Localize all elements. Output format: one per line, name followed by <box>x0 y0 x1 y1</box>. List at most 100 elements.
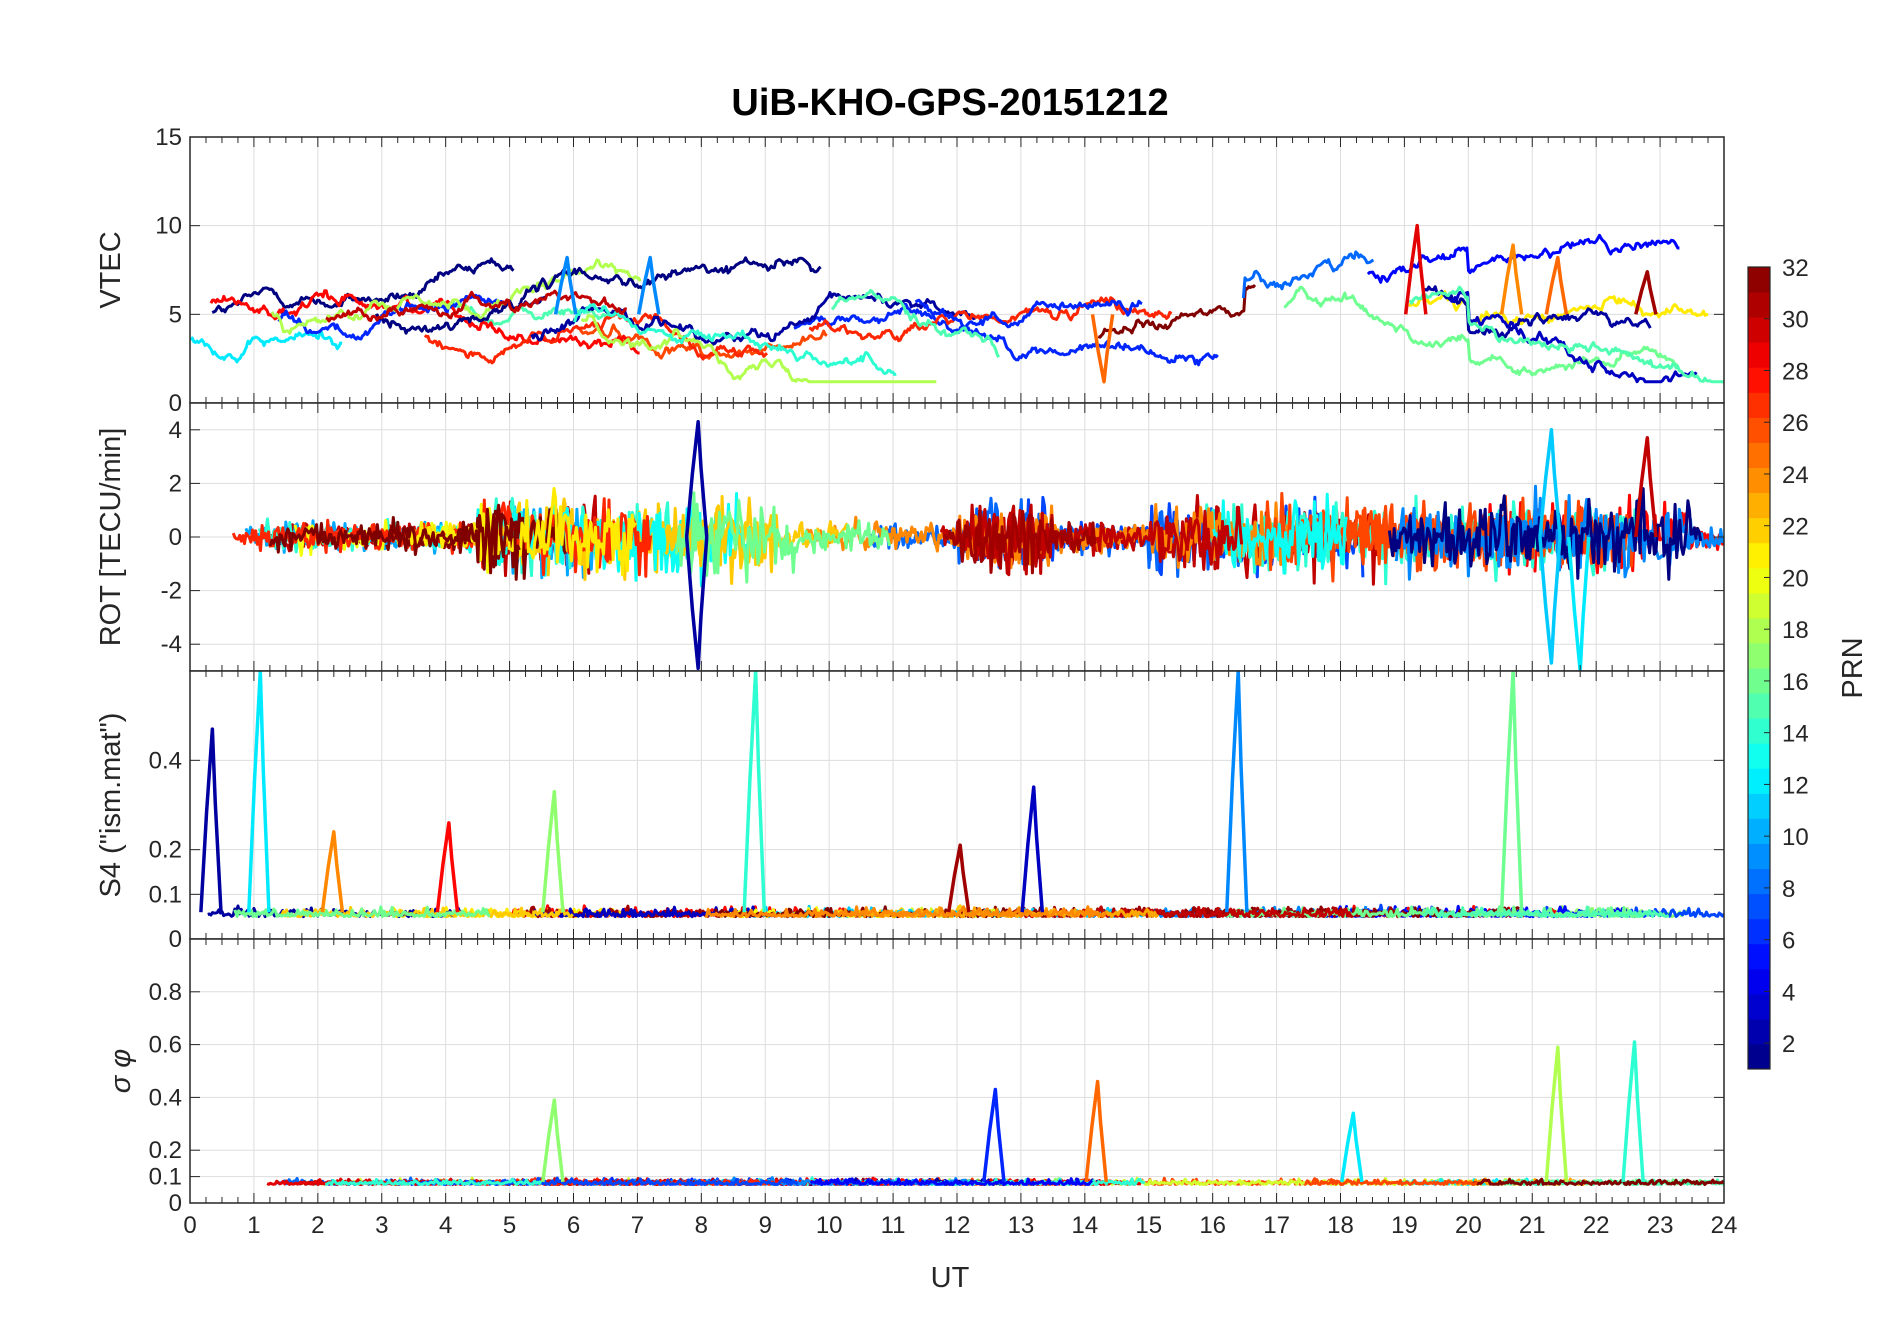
prn-spike <box>684 420 709 538</box>
y-tick-label: 0 <box>169 926 182 953</box>
y-tick-label: 0.2 <box>149 837 182 864</box>
colorbar-swatch <box>1748 367 1770 393</box>
x-tick-label: 22 <box>1583 1212 1610 1239</box>
colorbar-swatch <box>1748 567 1770 594</box>
colorbar-tick-label: 24 <box>1782 462 1809 489</box>
colorbar-label: PRN <box>1837 637 1869 698</box>
colorbar-swatch <box>1748 292 1770 318</box>
prn-spike <box>1090 314 1115 384</box>
y-tick-label: 0.6 <box>149 1032 182 1059</box>
colorbar-swatch <box>1748 317 1770 343</box>
prn-trace <box>914 298 1143 330</box>
y-tick-label: 5 <box>169 301 182 328</box>
colorbar-swatch <box>1748 893 1770 920</box>
prn-trace <box>942 509 1098 575</box>
x-axis-label: UT <box>931 1262 970 1294</box>
prn-trace <box>1423 285 1652 339</box>
panel-traces <box>266 1040 1724 1186</box>
prn-spike <box>1544 255 1569 315</box>
panel-2: -4 -2 0 2 4 ROT [TECU/min] <box>95 402 1725 672</box>
prn-spike <box>1084 1079 1108 1183</box>
prn-trace <box>793 302 1219 367</box>
prn-trace <box>233 905 491 919</box>
colorbar-swatch <box>1748 642 1770 669</box>
colorbar-swatch <box>1748 392 1770 418</box>
panel-traces <box>199 671 1724 919</box>
colorbar-swatch <box>1748 467 1770 494</box>
panel-4: 00.10.20.40.60.8σ φ0 1 2 3 4 5 6 7 8 9 10 11 12 13 14 1… <box>105 938 1738 1239</box>
prn-trace <box>1283 285 1679 377</box>
panel-traces <box>231 420 1724 671</box>
colorbar-swatch <box>1748 442 1770 468</box>
colorbar-tick-label: 26 <box>1782 410 1809 437</box>
prn-trace <box>1097 283 1257 339</box>
colorbar-swatch <box>1748 617 1770 644</box>
prn-spike <box>320 830 345 913</box>
x-tick-label: 23 <box>1647 1212 1674 1239</box>
colorbar-tick-label: 20 <box>1782 565 1809 592</box>
x-tick-label: 24 <box>1711 1212 1738 1239</box>
colorbar-tick-label: 8 <box>1782 876 1795 903</box>
prn-trace <box>576 323 828 360</box>
x-tick-label: 0 <box>183 1212 196 1239</box>
y-tick-label: 0 <box>169 524 182 551</box>
prn-trace <box>674 491 891 584</box>
x-tick-label: 17 <box>1263 1212 1290 1239</box>
prn-trace <box>1408 290 1709 326</box>
colorbar-tick-label: 18 <box>1782 617 1809 644</box>
colorbar-tick-label: 10 <box>1782 824 1809 851</box>
panel-1: 0 5 10 15 VTEC <box>95 124 1725 417</box>
colorbar-swatch <box>1748 267 1770 293</box>
y-tick-label: -2 <box>161 578 182 605</box>
colorbar-tick-label: 30 <box>1782 307 1809 334</box>
colorbar-swatch <box>1748 818 1770 844</box>
prn-trace <box>704 905 1107 919</box>
y-tick-label: 0.1 <box>149 1164 182 1191</box>
colorbar-swatch <box>1748 968 1770 995</box>
colorbar-swatch <box>1748 517 1770 544</box>
prn-trace <box>1304 1178 1478 1186</box>
prn-spike <box>435 821 460 913</box>
colorbar-swatch <box>1748 993 1770 1020</box>
y-tick-label: -4 <box>161 631 182 658</box>
prn-spike <box>541 789 565 913</box>
colorbar-swatch <box>1748 668 1770 694</box>
prn-trace <box>580 314 937 384</box>
colorbar-swatch <box>1748 918 1770 945</box>
prn-trace <box>325 289 627 323</box>
y-axis-label: ROT [TECU/min] <box>95 428 127 647</box>
colorbar-tick-label: 14 <box>1782 721 1809 748</box>
y-tick-label: 2 <box>169 470 182 497</box>
x-tick-label: 9 <box>759 1212 772 1239</box>
panel-3: 0 0.1 0.2 0.4 S4 ("ism.mat") <box>95 670 1725 953</box>
colorbar-swatch <box>1748 542 1770 569</box>
y-tick-label: 0.4 <box>149 1084 182 1111</box>
prn-spike <box>1634 270 1658 315</box>
colorbar-tick-label: 22 <box>1782 514 1809 541</box>
prn-trace <box>1408 285 1724 384</box>
prn-trace <box>830 289 1001 358</box>
y-tick-label: 0.1 <box>149 881 182 908</box>
x-tick-label: 1 <box>247 1212 260 1239</box>
prn-trace <box>1421 905 1670 919</box>
prn-spike <box>636 255 661 315</box>
prn-trace <box>809 1177 1094 1186</box>
y-axis-label: S4 ("ism.mat") <box>95 713 127 898</box>
y-tick-label: 4 <box>169 417 182 444</box>
prn-spike <box>684 536 709 671</box>
x-tick-label: 11 <box>881 1212 906 1239</box>
y-tick-label: 0.8 <box>149 979 182 1006</box>
colorbar-swatch <box>1748 843 1770 869</box>
prn-spike <box>553 255 578 315</box>
y-tick-label: 15 <box>155 124 182 151</box>
prn-trace <box>211 257 515 314</box>
y-tick-label: 0.4 <box>149 747 182 774</box>
x-tick-label: 7 <box>631 1212 644 1239</box>
colorbar-swatch <box>1748 743 1770 769</box>
y-tick-label: 0 <box>169 1190 182 1217</box>
x-tick-label: 21 <box>1519 1212 1546 1239</box>
y-axis-label: σ φ <box>105 1049 137 1093</box>
prn-spike <box>1020 785 1045 913</box>
prn-spike <box>1224 671 1249 913</box>
